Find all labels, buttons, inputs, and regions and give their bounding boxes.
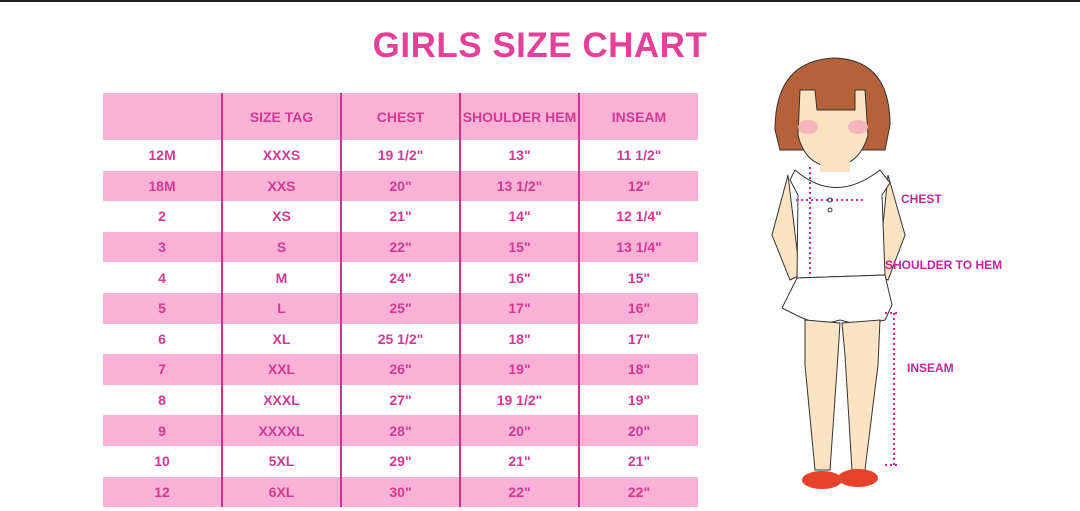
table-cell: 8 [158, 392, 166, 409]
table-cell: XXXXL [221, 415, 341, 446]
table-cell: 5 [103, 292, 222, 324]
table-cell: 6XL [221, 476, 341, 508]
table-cell: 25" [340, 292, 460, 324]
table-row: 9 XXXXL 28" 20" 20" [103, 415, 698, 446]
table-cell: 21" [340, 201, 460, 232]
shoulder-to-hem-label: SHOULDER TO HEM [885, 258, 1003, 272]
table-cell: 7 [103, 354, 222, 385]
table-cell: 19" [578, 384, 698, 416]
table-cell: 13" [459, 140, 579, 171]
table-cell: 20" [340, 170, 460, 202]
table-cell: XXXL [221, 384, 341, 416]
table-cell: 19 1/2" [340, 140, 460, 171]
table-cell: 18" [578, 354, 698, 385]
column-header: CHEST [340, 93, 460, 140]
table-row: 5 L 25" 17" 16" [103, 292, 698, 324]
table-cell: 22" [459, 476, 579, 508]
table-cell: 27" [340, 384, 460, 416]
table-cell: 16" [459, 262, 579, 293]
table-cell: XS [221, 201, 341, 232]
table-cell: 6 [158, 330, 166, 347]
table-row: 2 XS 21" 14" 12 1/4" [103, 201, 698, 232]
table-cell: 28" [340, 415, 460, 446]
table-cell: XL [221, 323, 341, 355]
column-header: SHOULDER HEM [459, 93, 579, 140]
inseam-label: INSEAM [907, 361, 954, 375]
table-cell: 22" [578, 476, 698, 508]
table-cell: L [221, 292, 341, 324]
table-cell: 20" [459, 415, 579, 446]
table-cell: 21" [459, 445, 579, 477]
table-cell: 17" [578, 323, 698, 355]
table-cell: 21" [578, 445, 698, 477]
table-cell: 3 [103, 231, 222, 263]
table-cell: 18M [103, 170, 222, 202]
table-row: 10 5XL 29" 21" 21" [103, 445, 698, 477]
table-cell: 20" [578, 415, 698, 446]
page-title: GIRLS SIZE CHART [372, 26, 708, 65]
table-cell: 10 [154, 453, 170, 470]
table-row: 12 6XL 30" 22" 22" [103, 476, 698, 508]
table-row: 4 M 24" 16" 15" [103, 262, 698, 293]
table-cell: 12 1/4" [578, 201, 698, 232]
table-cell: 13 1/4" [578, 231, 698, 263]
table-cell: 13 1/2" [459, 170, 579, 202]
table-row: 12M XXXS 19 1/2" 13" 11 1/2" [103, 140, 698, 171]
table-cell: 12M [148, 147, 176, 164]
table-cell: 18" [459, 323, 579, 355]
table-cell: XXXS [221, 140, 341, 171]
table-cell: 4 [158, 269, 166, 286]
table-cell: 11 1/2" [578, 140, 698, 171]
table-cell: 15" [459, 231, 579, 263]
table-cell: 15" [578, 262, 698, 293]
table-cell: 26" [340, 354, 460, 385]
table-cell: 14" [459, 201, 579, 232]
column-header [103, 93, 222, 140]
table-cell: XXS [221, 170, 341, 202]
table-row: 7 XXL 26" 19" 18" [103, 354, 698, 385]
table-cell: 22" [340, 231, 460, 263]
table-cell: 19 1/2" [459, 384, 579, 416]
size-chart-table: SIZE TAG CHEST SHOULDER HEM INSEAM 12M XXXS 1… [103, 93, 698, 508]
table-cell: 19" [459, 354, 579, 385]
table-row: 3 S 22" 15" 13 1/4" [103, 231, 698, 263]
table-cell: 24" [340, 262, 460, 293]
girl-illustration [760, 55, 1080, 510]
top-border [0, 0, 1080, 2]
table-cell: 29" [340, 445, 460, 477]
chest-label: CHEST [901, 192, 942, 206]
table-cell: 12 [103, 476, 222, 508]
table-row: 8 XXXL 27" 19 1/2" 19" [103, 384, 698, 416]
table-cell: 5XL [221, 445, 341, 477]
table-cell: 12" [578, 170, 698, 202]
table-cell: S [221, 231, 341, 263]
table-cell: 16" [578, 292, 698, 324]
column-header: SIZE TAG [221, 93, 341, 140]
table-cell: 2 [158, 208, 166, 225]
table-cell: 9 [103, 415, 222, 446]
table-cell: 17" [459, 292, 579, 324]
table-row: 6 XL 25 1/2" 18" 17" [103, 323, 698, 355]
table-row: 18M XXS 20" 13 1/2" 12" [103, 170, 698, 202]
column-header: INSEAM [578, 93, 698, 140]
table-cell: M [221, 262, 341, 293]
table-cell: XXL [221, 354, 341, 385]
table-cell: 30" [340, 476, 460, 508]
table-cell: 25 1/2" [340, 323, 460, 355]
